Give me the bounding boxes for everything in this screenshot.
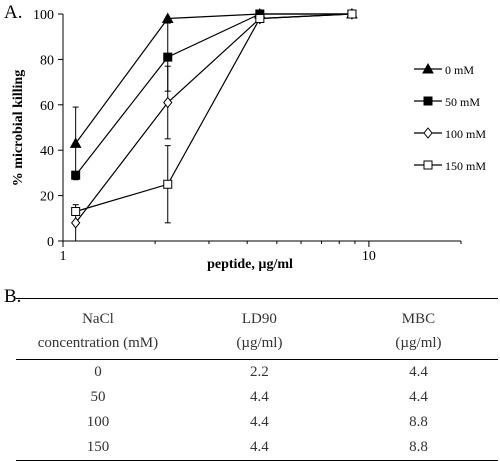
- header-nacl-unit: concentration (mM): [16, 331, 180, 360]
- legend-marker: [423, 96, 433, 106]
- axes: 0 20 40 60 80 100 1 10: [33, 8, 462, 264]
- x-axis-label: peptide, µg/ml: [207, 257, 293, 272]
- data-point: [163, 179, 173, 189]
- table-row: 100 4.4 8.8: [16, 410, 498, 435]
- cell-nacl: 50: [90, 389, 106, 405]
- data-point: [163, 52, 173, 62]
- legend-label: 150 mM: [445, 159, 486, 173]
- legend-label: 50 mM: [445, 95, 480, 109]
- data-point: [347, 9, 357, 19]
- table-header-units-row: concentration (mM) (µg/ml) (µg/ml): [16, 331, 498, 360]
- table-row: 50 4.4 4.4: [16, 385, 498, 410]
- cell-ld90: 2.2: [250, 364, 269, 380]
- x-tick-label: 10: [362, 249, 376, 264]
- cell-ld90: 4.4: [250, 389, 269, 405]
- series-lines: [75, 13, 352, 224]
- data-point: [161, 12, 174, 24]
- y-tick-label: 80: [40, 53, 54, 68]
- data-point: [163, 96, 173, 109]
- legend-label: 0 mM: [445, 63, 474, 77]
- header-mbc: MBC: [338, 298, 498, 331]
- cell-nacl: 0: [94, 364, 102, 380]
- header-ld90: LD90: [179, 298, 339, 331]
- cell-ld90: 4.4: [250, 414, 269, 430]
- y-tick-label: 100: [33, 8, 54, 23]
- data-point: [69, 137, 82, 148]
- table-header-row: NaCl LD90 MBC: [16, 298, 498, 331]
- data-point: [255, 14, 265, 24]
- x-tick-label: 1: [60, 249, 67, 264]
- cell-mbc: 8.8: [409, 414, 428, 430]
- y-tick-label: 40: [40, 144, 54, 159]
- y-tick-label: 60: [40, 99, 54, 114]
- results-table: NaCl LD90 MBC concentration (mM) (µg/ml)…: [16, 298, 498, 461]
- panel-a-label: A.: [4, 2, 23, 23]
- cell-mbc: 4.4: [409, 389, 428, 405]
- legend: 0 mM 50 mM 100 mM 150 mM: [414, 62, 486, 173]
- series-line-1: [75, 13, 352, 176]
- results-table-wrapper: NaCl LD90 MBC concentration (mM) (µg/ml)…: [16, 298, 498, 461]
- y-tick-label: 20: [40, 190, 54, 205]
- killing-curve-chart: 0 20 40 60 80 100 1 10 0 mM 50 mM 100 mM 150 mM % …: [11, 7, 486, 272]
- table-row: 0 2.2 4.4: [16, 360, 498, 386]
- legend-marker: [423, 160, 433, 170]
- legend-label: 100 mM: [445, 127, 486, 141]
- header-mbc-unit: (µg/ml): [338, 331, 498, 360]
- cell-nacl: 100: [86, 414, 110, 430]
- cell-mbc: 4.4: [409, 364, 428, 380]
- header-ld90-unit: (µg/ml): [179, 331, 339, 360]
- series-markers: [69, 7, 358, 229]
- y-axis-label: % microbial killing: [11, 70, 26, 186]
- data-point: [71, 206, 81, 216]
- y-tick-label: 0: [47, 235, 54, 250]
- legend-marker: [422, 62, 434, 74]
- legend-marker: [423, 127, 433, 139]
- data-point: [71, 217, 81, 229]
- data-point: [71, 170, 81, 180]
- series-line-3: [75, 13, 352, 213]
- series-line-0: [75, 13, 352, 144]
- header-nacl: NaCl: [16, 298, 180, 331]
- series-line-2: [75, 13, 352, 224]
